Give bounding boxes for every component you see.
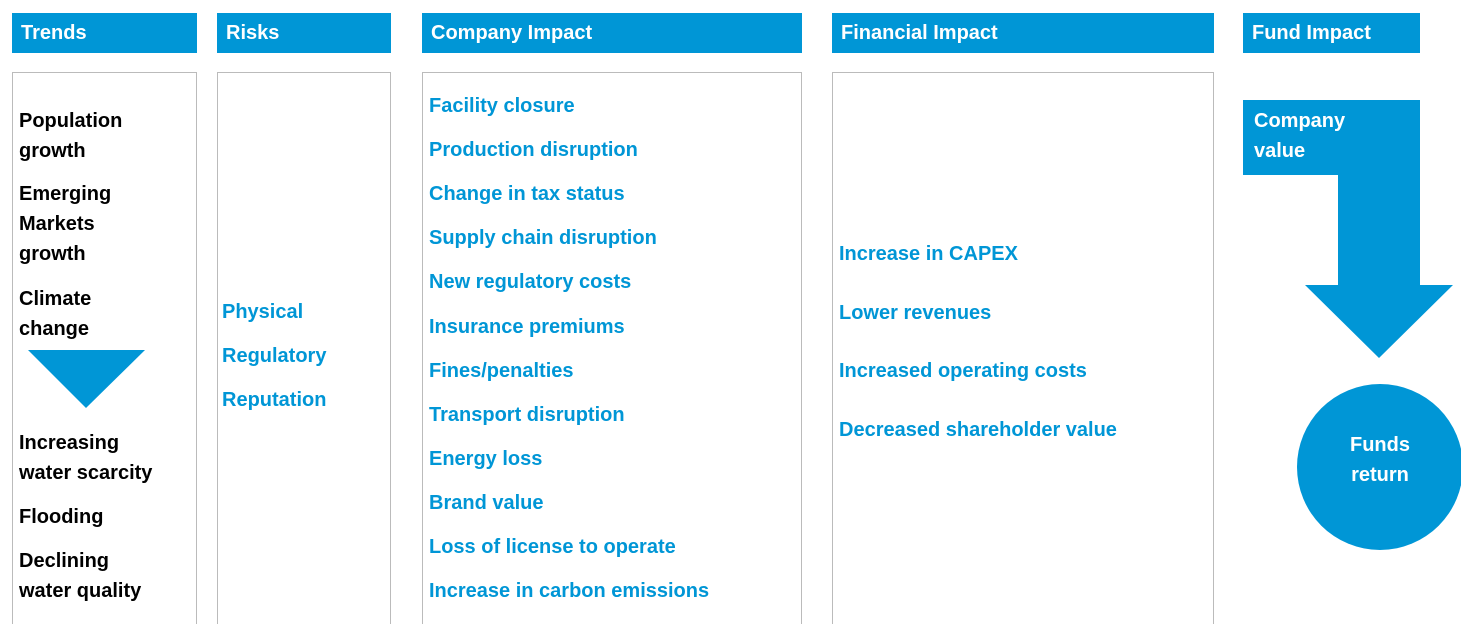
header: Trends [12,13,197,53]
down-triangle [28,350,145,408]
company-impact: Increase in carbon emissions [429,580,710,603]
company-impact: Supply chain disruption [429,227,657,250]
down-arrow [1243,100,1453,358]
trend: Population growth [19,110,123,162]
header: Risks [217,13,391,53]
company-impact: Energy loss [429,447,543,470]
trend: Emerging Markets growth [19,183,112,265]
company-value: Company value [1254,110,1346,162]
column-box [832,72,1214,624]
company-impact: New regulatory costs [429,271,632,294]
trend: Declining water quality [19,550,142,602]
header: Financial Impact [832,13,1214,53]
company-impact: Loss of license to operate [429,536,676,558]
trend: Flooding [19,506,104,528]
financial-impact: Decreased shareholder value [839,419,1117,442]
risk: Regulatory [222,345,327,367]
company-impact: Insurance premiums [429,315,625,338]
trend: Increasing water scarcity [19,432,153,484]
company-impact: Production disruption [429,139,638,162]
company-impact: Brand value [429,491,544,514]
company-impact: Transport disruption [429,403,625,426]
risk: Physical [222,301,304,323]
column-box [217,72,391,624]
column-box [422,72,802,624]
trend: Climate change [19,288,92,340]
funds-return: Funds return [1350,434,1410,486]
header: Fund Impact [1243,13,1420,53]
circle [1297,384,1461,550]
company-impact: Facility closure [429,95,575,117]
financial-impact: Lower revenues [839,301,992,324]
company-impact: Change in tax status [429,183,625,206]
financial-impact: Increase in CAPEX [839,243,1018,265]
financial-impact: Increased operating costs [839,360,1087,383]
company-impact: Fines/penalties [429,359,574,382]
column-box [12,72,197,624]
risk: Reputation [222,389,327,411]
header: Company Impact [422,13,802,53]
